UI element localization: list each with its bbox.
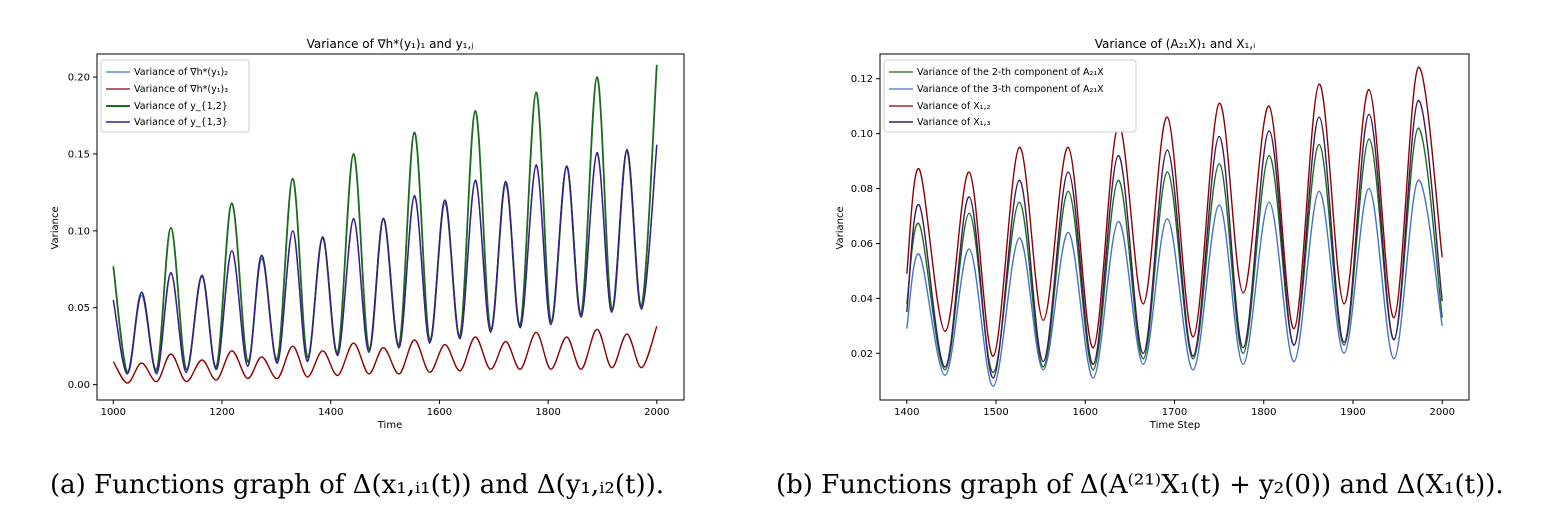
legend-b-label-4: Variance of X₁,₃ (917, 117, 991, 128)
legend-a-label-4: Variance of y_{1,3} (134, 117, 228, 128)
chart-a-ylabel: Variance (50, 206, 61, 249)
chart-a-xtick-label: 1000 (101, 407, 126, 418)
chart-b-series-1-line (906, 127, 1443, 374)
chart-b-ytick-label: 0.08 (851, 184, 873, 195)
chart-b-ytick-label: 0.10 (851, 129, 873, 140)
chart-a-ytick-label: 0.05 (68, 303, 90, 314)
chart-b-series-2-line (906, 179, 1443, 388)
chart-a-series-2-line (112, 325, 658, 384)
chart-b-ytick-label: 0.06 (851, 239, 873, 250)
chart-a-xtick-label: 1200 (209, 407, 234, 418)
legend-b-label-1: Variance of the 2-th component of A₂₁X (917, 67, 1104, 78)
chart-a-xtick-label: 1800 (535, 407, 560, 418)
chart-b-legend: Variance of the 2-th component of A₂₁X V… (883, 59, 1137, 133)
caption-b: (b) Functions graph of Δ(A⁽²¹⁾X₁(t) + y₂… (776, 470, 1504, 500)
chart-b-xtick-label: 2000 (1430, 407, 1455, 418)
chart-b-title: Variance of (A₂₁X)₁ and X₁,ᵢ (1095, 37, 1255, 51)
chart-a-ytick-label: 0.15 (68, 149, 90, 160)
legend-a-label-3: Variance of y_{1,2} (134, 101, 228, 112)
chart-b-xtick-label: 1500 (983, 407, 1008, 418)
chart-a-ytick-label: 0.10 (68, 226, 90, 237)
chart-a-xtick-label: 2000 (644, 407, 669, 418)
chart-b-xtick-label: 1600 (1073, 407, 1098, 418)
chart-a-xlabel: Time (377, 420, 402, 431)
chart-b-xtick-label: 1800 (1251, 407, 1276, 418)
chart-b-ytick-label: 0.02 (851, 349, 873, 360)
legend-b-label-3: Variance of X₁,₂ (917, 101, 991, 112)
legend-a-label-1: Variance of ∇h*(y₁)₂ (134, 67, 228, 78)
chart-a-series-4-line (112, 144, 658, 375)
chart-b-series-4-line (906, 99, 1443, 379)
figure-canvas: Variance of ∇h*(y₁)₁ and y₁,ⱼ 0.00 0.05 0.… (50, 37, 1470, 431)
legend-a-label-2: Variance of ∇h*(y₁)₃ (134, 84, 228, 95)
chart-b-series-3-line (906, 66, 1443, 357)
chart-a-ytick-label: 0.20 (68, 73, 90, 84)
chart-a-title: Variance of ∇h*(y₁)₁ and y₁,ⱼ (307, 37, 474, 51)
caption-a: (a) Functions graph of Δ(x₁,ᵢ₁(t)) and Δ… (50, 470, 664, 500)
legend-b-label-2: Variance of the 3-th component of A₂₁X (917, 84, 1104, 95)
chart-a-xtick-label: 1600 (427, 407, 452, 418)
chart-b-ytick-label: 0.04 (851, 294, 873, 305)
chart-b-xtick-label: 1700 (1162, 407, 1187, 418)
chart-b-ylabel: Variance (835, 206, 846, 249)
chart-b-xtick-label: 1900 (1340, 407, 1365, 418)
chart-panel-b: Variance of (A₂₁X)₁ and X₁,ᵢ 0.02 0.04 0.0… (835, 37, 1470, 431)
chart-panel-a: Variance of ∇h*(y₁)₁ and y₁,ⱼ 0.00 0.05 0.… (50, 37, 685, 431)
chart-a-legend: Variance of ∇h*(y₁)₂ Variance of ∇h*(y₁)… (100, 59, 250, 133)
chart-b-ytick-label: 0.12 (851, 74, 873, 85)
chart-b-xtick-label: 1400 (894, 407, 919, 418)
chart-a-xtick-label: 1400 (318, 407, 343, 418)
chart-a-ytick-label: 0.00 (68, 380, 90, 391)
chart-a-plot-frame (96, 53, 685, 401)
chart-b-xlabel: Time Step (1149, 420, 1200, 431)
